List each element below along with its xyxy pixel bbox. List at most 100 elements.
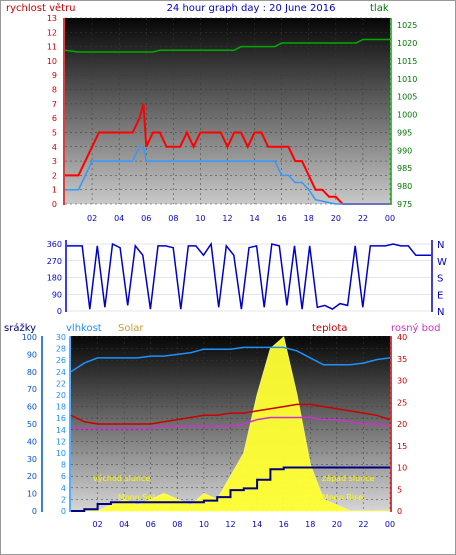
temp-x-tick-label: 06 <box>146 520 156 529</box>
humidity-tick-label: 22 <box>56 379 66 388</box>
temperature-tick-label: 20 <box>397 420 407 429</box>
humidity-tick-label: 24 <box>56 368 66 377</box>
temp-x-tick-label: 18 <box>305 520 315 529</box>
pressure-tick-label: 1000 <box>397 111 417 120</box>
humidity-tick-label: 28 <box>56 345 66 354</box>
wind-tick-label: 10 <box>47 57 57 66</box>
rain-tick-label: 60 <box>27 403 37 412</box>
temperature-tick-label: 0 <box>397 507 402 516</box>
temp-x-tick-label: 14 <box>252 520 262 529</box>
compass-label: E <box>437 290 443 301</box>
dewpoint-label: rosný bod <box>391 322 440 334</box>
compass-label: N <box>437 240 444 251</box>
wind-x-tick-label: 06 <box>141 214 151 223</box>
humidity-tick-label: 14 <box>56 426 66 435</box>
rain-tick-label: 70 <box>27 385 37 394</box>
humidity-tick-label: 2 <box>61 495 66 504</box>
temperature-tick-label: 5 <box>397 485 402 494</box>
wind-x-tick-label: 20 <box>331 214 341 223</box>
solar-label: Solar <box>118 323 144 334</box>
pressure-tick-label: 1025 <box>397 21 417 30</box>
wind-speed-label: rychlost větru <box>6 2 76 14</box>
rain-tick-label: 90 <box>27 350 37 359</box>
wind-x-tick-label: 18 <box>304 214 314 223</box>
wind-x-tick-label: 02 <box>87 214 97 223</box>
wind-tick-label: 0 <box>52 200 57 209</box>
pressure-tick-label: 1020 <box>397 39 417 48</box>
pressure-tick-label: 1005 <box>397 93 417 102</box>
wind-x-tick-label: 14 <box>249 214 259 223</box>
wind-average-line <box>65 146 390 205</box>
wind-x-tick-label: 12 <box>222 214 232 223</box>
direction-tick-label: 270 <box>47 257 62 266</box>
pressure-tick-label: 1015 <box>397 57 417 66</box>
rain-tick-label: 0 <box>32 507 37 516</box>
wind-tick-label: 6 <box>52 114 57 123</box>
temperature-tick-label: 35 <box>397 355 407 364</box>
temp-x-tick-label: 22 <box>358 520 368 529</box>
pressure-line <box>64 38 390 53</box>
moonset-annotation: Moon Set <box>118 493 155 502</box>
wind-tick-label: 1 <box>52 186 57 195</box>
dewpoint-line <box>71 416 391 430</box>
temperature-line <box>70 403 391 425</box>
humidity-tick-label: 26 <box>56 356 66 365</box>
humidity-tick-label: 0 <box>61 507 66 516</box>
wind-x-tick-label: 04 <box>114 214 124 223</box>
rain-tick-label: 40 <box>27 437 37 446</box>
temp-x-tick-label: 00 <box>385 520 395 529</box>
pressure-tick-label: 975 <box>397 200 412 209</box>
moonrise-annotation: Moon Rise <box>322 493 363 502</box>
rain-tick-label: 10 <box>27 490 37 499</box>
temperature-tick-label: 10 <box>397 464 407 473</box>
humidity-tick-label: 8 <box>61 461 66 470</box>
temperature-tick-label: 30 <box>397 377 407 386</box>
temp-x-tick-label: 10 <box>199 520 209 529</box>
humidity-tick-label: 20 <box>56 391 66 400</box>
wind-tick-label: 5 <box>52 128 57 137</box>
compass-label: N <box>437 307 444 318</box>
compass-label: W <box>437 257 447 268</box>
humidity-tick-label: 4 <box>61 484 66 493</box>
pressure-tick-label: 995 <box>397 128 412 137</box>
rain-tick-label: 20 <box>27 472 37 481</box>
direction-tick-label: 0 <box>57 307 62 316</box>
wind-tick-label: 7 <box>52 100 57 109</box>
rain-tick-label: 50 <box>27 420 37 429</box>
direction-tick-label: 360 <box>47 240 62 249</box>
pressure-tick-label: 1010 <box>397 75 417 84</box>
humidity-line <box>70 346 391 373</box>
compass-label: S <box>437 274 443 285</box>
pressure-label: tlak <box>370 3 389 14</box>
pressure-tick-label: 980 <box>397 182 412 191</box>
wind-tick-label: 12 <box>47 28 57 37</box>
rain-tick-label: 80 <box>27 368 37 377</box>
temp-x-tick-label: 20 <box>332 520 342 529</box>
direction-tick-label: 90 <box>52 290 62 299</box>
rain-label: srážky <box>4 322 36 334</box>
humidity-tick-label: 10 <box>56 449 66 458</box>
humidity-tick-label: 12 <box>56 437 66 446</box>
pressure-tick-label: 985 <box>397 164 412 173</box>
wind-tick-label: 4 <box>52 143 57 152</box>
wind-x-tick-label: 16 <box>277 214 287 223</box>
wind-x-tick-label: 22 <box>358 214 368 223</box>
temperature-label: teplota <box>312 323 347 334</box>
humidity-tick-label: 18 <box>56 403 66 412</box>
wind-x-tick-label: 00 <box>385 214 395 223</box>
wind-tick-label: 9 <box>52 71 57 80</box>
humidity-label: vlhkost <box>66 323 102 334</box>
graph-title: 24 hour graph day : 20 June 2016 <box>167 3 336 14</box>
wind-tick-label: 8 <box>52 86 57 95</box>
sunrise-annotation: východ slunce <box>93 474 150 483</box>
direction-line <box>67 241 431 310</box>
wind-x-tick-label: 10 <box>195 214 205 223</box>
sunset-annotation: západ slunce <box>322 474 375 483</box>
temp-x-tick-label: 02 <box>92 520 102 529</box>
temperature-tick-label: 15 <box>397 442 407 451</box>
temp-x-tick-label: 12 <box>225 520 235 529</box>
rain-tick-label: 30 <box>27 455 37 464</box>
rain-tick-label: 100 <box>22 333 37 342</box>
pressure-tick-label: 990 <box>397 146 412 155</box>
